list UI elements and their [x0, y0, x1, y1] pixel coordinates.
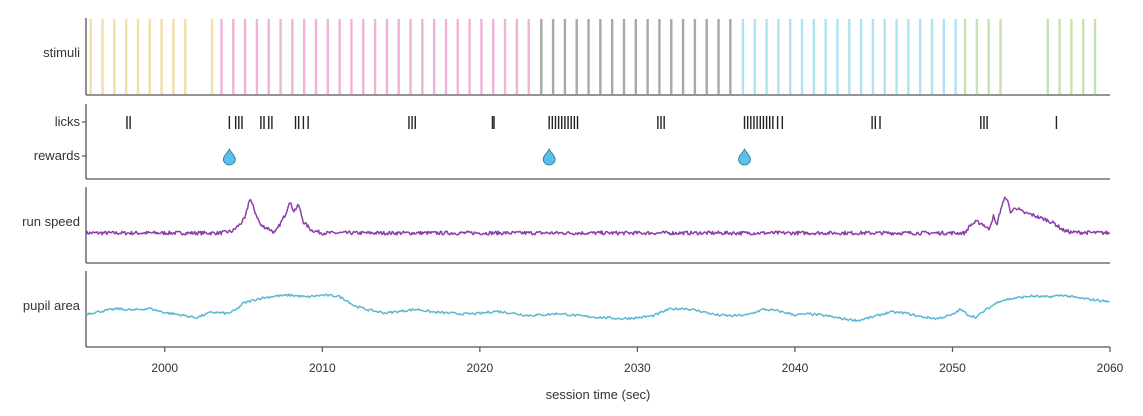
- pupil-area-trace: [85, 293, 1110, 323]
- pupil-area-line: [85, 293, 1110, 323]
- reward-droplet: [222, 148, 236, 166]
- x-tick-label: 2040: [782, 361, 809, 375]
- x-tick-label: 2010: [309, 361, 336, 375]
- run-speed-label: run speed: [22, 214, 80, 229]
- pupil-area-label: pupil area: [23, 298, 81, 313]
- run-speed-trace: [85, 196, 1111, 236]
- x-axis-label: session time (sec): [546, 387, 651, 402]
- reward-droplet: [738, 148, 751, 166]
- x-axis-ticks: 2000 2010 2020 2030 2040 2050 2060: [151, 347, 1124, 375]
- licks-label: licks: [55, 114, 81, 129]
- axes: [82, 18, 1110, 348]
- run-speed-line: [85, 196, 1111, 236]
- x-tick-label: 2050: [939, 361, 966, 375]
- stimuli-label: stimuli: [43, 45, 80, 60]
- reward-markers: [222, 148, 751, 166]
- stimuli-bars: [89, 19, 1097, 94]
- x-tick-label: 2020: [466, 361, 493, 375]
- reward-droplet: [542, 148, 556, 166]
- lick-raster: [126, 116, 1058, 129]
- x-tick-label: 2060: [1097, 361, 1124, 375]
- x-tick-label: 2000: [151, 361, 178, 375]
- x-tick-label: 2030: [624, 361, 651, 375]
- rewards-label: rewards: [34, 148, 81, 163]
